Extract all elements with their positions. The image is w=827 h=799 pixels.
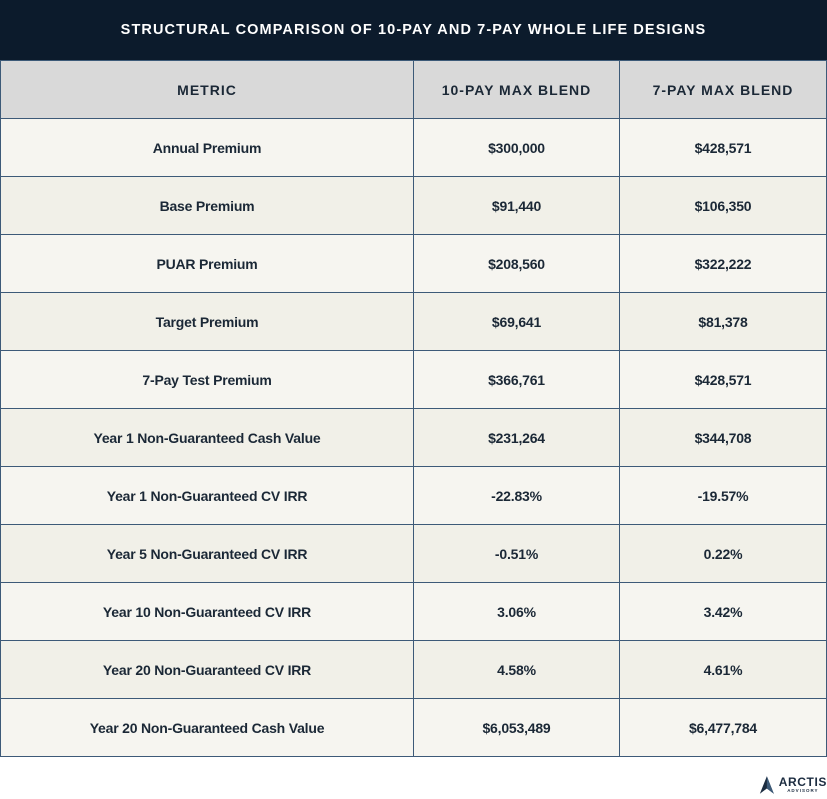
ten-pay-cell: $300,000 <box>413 118 620 177</box>
ten-pay-cell: -22.83% <box>413 466 620 525</box>
table-row: 7-Pay Test Premium $366,761 $428,571 <box>0 350 827 409</box>
logo-name: ARCTIS <box>778 775 827 790</box>
metric-cell: Year 1 Non-Guaranteed CV IRR <box>0 466 414 525</box>
table-row: Target Premium $69,641 $81,378 <box>0 292 827 351</box>
metric-cell: Year 5 Non-Guaranteed CV IRR <box>0 524 414 583</box>
table-row: Year 1 Non-Guaranteed CV IRR -22.83% -19… <box>0 466 827 525</box>
ten-pay-cell: $208,560 <box>413 234 620 293</box>
metric-cell: PUAR Premium <box>0 234 414 293</box>
metric-cell: Year 20 Non-Guaranteed Cash Value <box>0 698 414 757</box>
table-row: Year 5 Non-Guaranteed CV IRR -0.51% 0.22… <box>0 524 827 583</box>
metric-cell: Base Premium <box>0 176 414 235</box>
table-row: Annual Premium $300,000 $428,571 <box>0 118 827 177</box>
ten-pay-cell: $366,761 <box>413 350 620 409</box>
seven-pay-cell: -19.57% <box>619 466 827 525</box>
metric-cell: Year 20 Non-Guaranteed CV IRR <box>0 640 414 699</box>
seven-pay-cell: $6,477,784 <box>619 698 827 757</box>
column-header-10-pay: 10-PAY MAX BLEND <box>413 60 620 119</box>
ten-pay-cell: $91,440 <box>413 176 620 235</box>
seven-pay-cell: 4.61% <box>619 640 827 699</box>
ten-pay-cell: $6,053,489 <box>413 698 620 757</box>
ten-pay-cell: 4.58% <box>413 640 620 699</box>
seven-pay-cell: $106,350 <box>619 176 827 235</box>
arctis-logo: ARCTIS ADVISORY <box>759 772 827 798</box>
column-header-metric: METRIC <box>0 60 414 119</box>
logo-subtitle: ADVISORY <box>787 788 819 794</box>
seven-pay-cell: $322,222 <box>619 234 827 293</box>
mountain-a-icon <box>759 776 774 794</box>
metric-cell: Target Premium <box>0 292 414 351</box>
table-row: Base Premium $91,440 $106,350 <box>0 176 827 235</box>
metric-cell: Annual Premium <box>0 118 414 177</box>
seven-pay-cell: 0.22% <box>619 524 827 583</box>
column-header-7-pay: 7-PAY MAX BLEND <box>619 60 827 119</box>
seven-pay-cell: $428,571 <box>619 350 827 409</box>
metric-cell: Year 1 Non-Guaranteed Cash Value <box>0 408 414 467</box>
ten-pay-cell: $231,264 <box>413 408 620 467</box>
table-row: Year 20 Non-Guaranteed Cash Value $6,053… <box>0 698 827 757</box>
table-row: PUAR Premium $208,560 $322,222 <box>0 234 827 293</box>
table-title: STRUCTURAL COMPARISON OF 10-PAY AND 7-PA… <box>0 0 827 60</box>
ten-pay-cell: $69,641 <box>413 292 620 351</box>
seven-pay-cell: $344,708 <box>619 408 827 467</box>
table-row: Year 10 Non-Guaranteed CV IRR 3.06% 3.42… <box>0 582 827 641</box>
seven-pay-cell: $428,571 <box>619 118 827 177</box>
table-row: Year 20 Non-Guaranteed CV IRR 4.58% 4.61… <box>0 640 827 699</box>
table-row: Year 1 Non-Guaranteed Cash Value $231,26… <box>0 408 827 467</box>
seven-pay-cell: 3.42% <box>619 582 827 641</box>
table-header-row: METRIC 10-PAY MAX BLEND 7-PAY MAX BLEND <box>0 60 827 119</box>
metric-cell: Year 10 Non-Guaranteed CV IRR <box>0 582 414 641</box>
ten-pay-cell: 3.06% <box>413 582 620 641</box>
ten-pay-cell: -0.51% <box>413 524 620 583</box>
metric-cell: 7-Pay Test Premium <box>0 350 414 409</box>
seven-pay-cell: $81,378 <box>619 292 827 351</box>
comparison-table: METRIC 10-PAY MAX BLEND 7-PAY MAX BLEND … <box>0 60 827 757</box>
